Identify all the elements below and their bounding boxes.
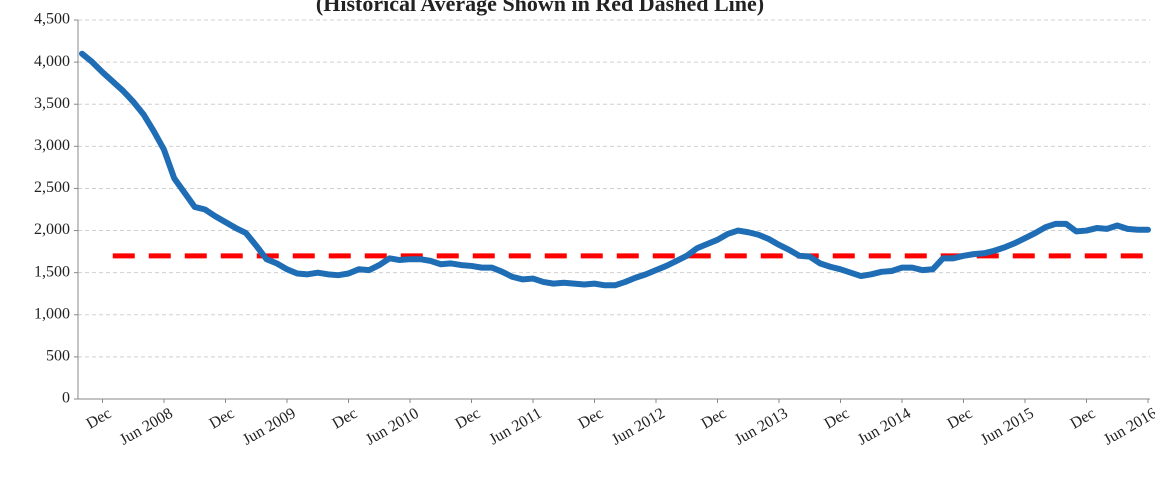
y-tick-label: 500 [46, 348, 70, 365]
x-tick-label: Dec [84, 405, 115, 433]
x-tick-label: Jun 2015 [978, 405, 1037, 449]
data-line [79, 50, 1151, 289]
x-tick-label: Dec [453, 405, 484, 433]
x-tick-label: Jun 2009 [240, 405, 299, 449]
chart-title: (Historical Average Shown in Red Dashed … [316, 0, 764, 16]
x-tick-label: Jun 2008 [117, 405, 176, 449]
y-tick-label: 3,500 [34, 95, 70, 112]
x-tick-label: Jun 2011 [486, 405, 544, 449]
y-tick-label: 4,500 [34, 11, 70, 28]
x-tick-label: Jun 2016 [1101, 405, 1155, 449]
x-tick-label: Dec [576, 405, 607, 433]
x-tick-label: Jun 2012 [609, 405, 668, 449]
y-tick-label: 1,500 [34, 263, 70, 280]
y-tick-label: 4,000 [34, 53, 70, 70]
x-tick-label: Dec [207, 405, 238, 433]
x-tick-label: Jun 2010 [363, 405, 422, 449]
y-tick-label: 1,000 [34, 305, 70, 322]
x-tick-label: Jun 2013 [732, 405, 791, 449]
y-tick-label: 2,000 [34, 221, 70, 238]
x-tick-label: Dec [822, 405, 853, 433]
x-tick-label: Dec [330, 405, 361, 433]
x-tick-label: Dec [945, 405, 976, 433]
y-tick-label: 0 [62, 390, 70, 407]
x-tick-label: Dec [1068, 405, 1099, 433]
x-tick-label: Jun 2014 [855, 405, 914, 449]
x-tick-label: Dec [699, 405, 730, 433]
y-tick-label: 2,500 [34, 179, 70, 196]
y-tick-label: 3,000 [34, 137, 70, 154]
